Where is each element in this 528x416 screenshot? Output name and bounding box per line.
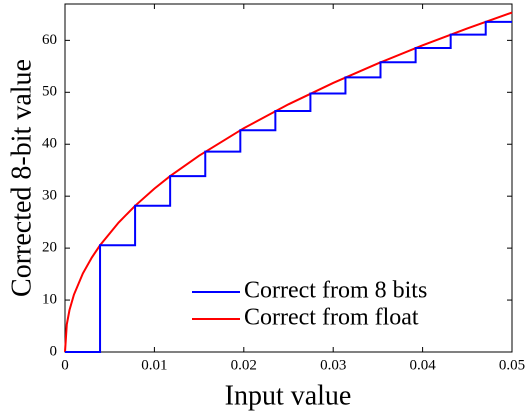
legend-label: Correct from float [244, 305, 419, 331]
y-tick-label: 10 [42, 291, 57, 307]
x-tick-label: 0.03 [320, 357, 346, 373]
x-axis-label: Input value [225, 380, 352, 411]
x-tick-label: 0.01 [141, 357, 167, 373]
legend-label: Correct from 8 bits [244, 278, 427, 304]
plot-frame [64, 3, 513, 353]
series-line [65, 20, 512, 353]
y-axis-label: Corrected 8-bit value [6, 59, 37, 297]
y-tick-label: 40 [42, 136, 57, 152]
x-tick-label: 0 [61, 357, 69, 373]
x-tick-label: 0.04 [409, 357, 436, 373]
y-tick-label: 30 [42, 188, 57, 204]
y-tick-label: 20 [42, 240, 57, 256]
x-tick-label: 0.02 [231, 357, 257, 373]
y-tick-label: 50 [42, 84, 57, 100]
y-tick-label: 0 [50, 343, 58, 359]
series-line [64, 11, 513, 353]
x-tick-label: 0.05 [499, 357, 525, 373]
y-tick-label: 60 [42, 32, 57, 48]
